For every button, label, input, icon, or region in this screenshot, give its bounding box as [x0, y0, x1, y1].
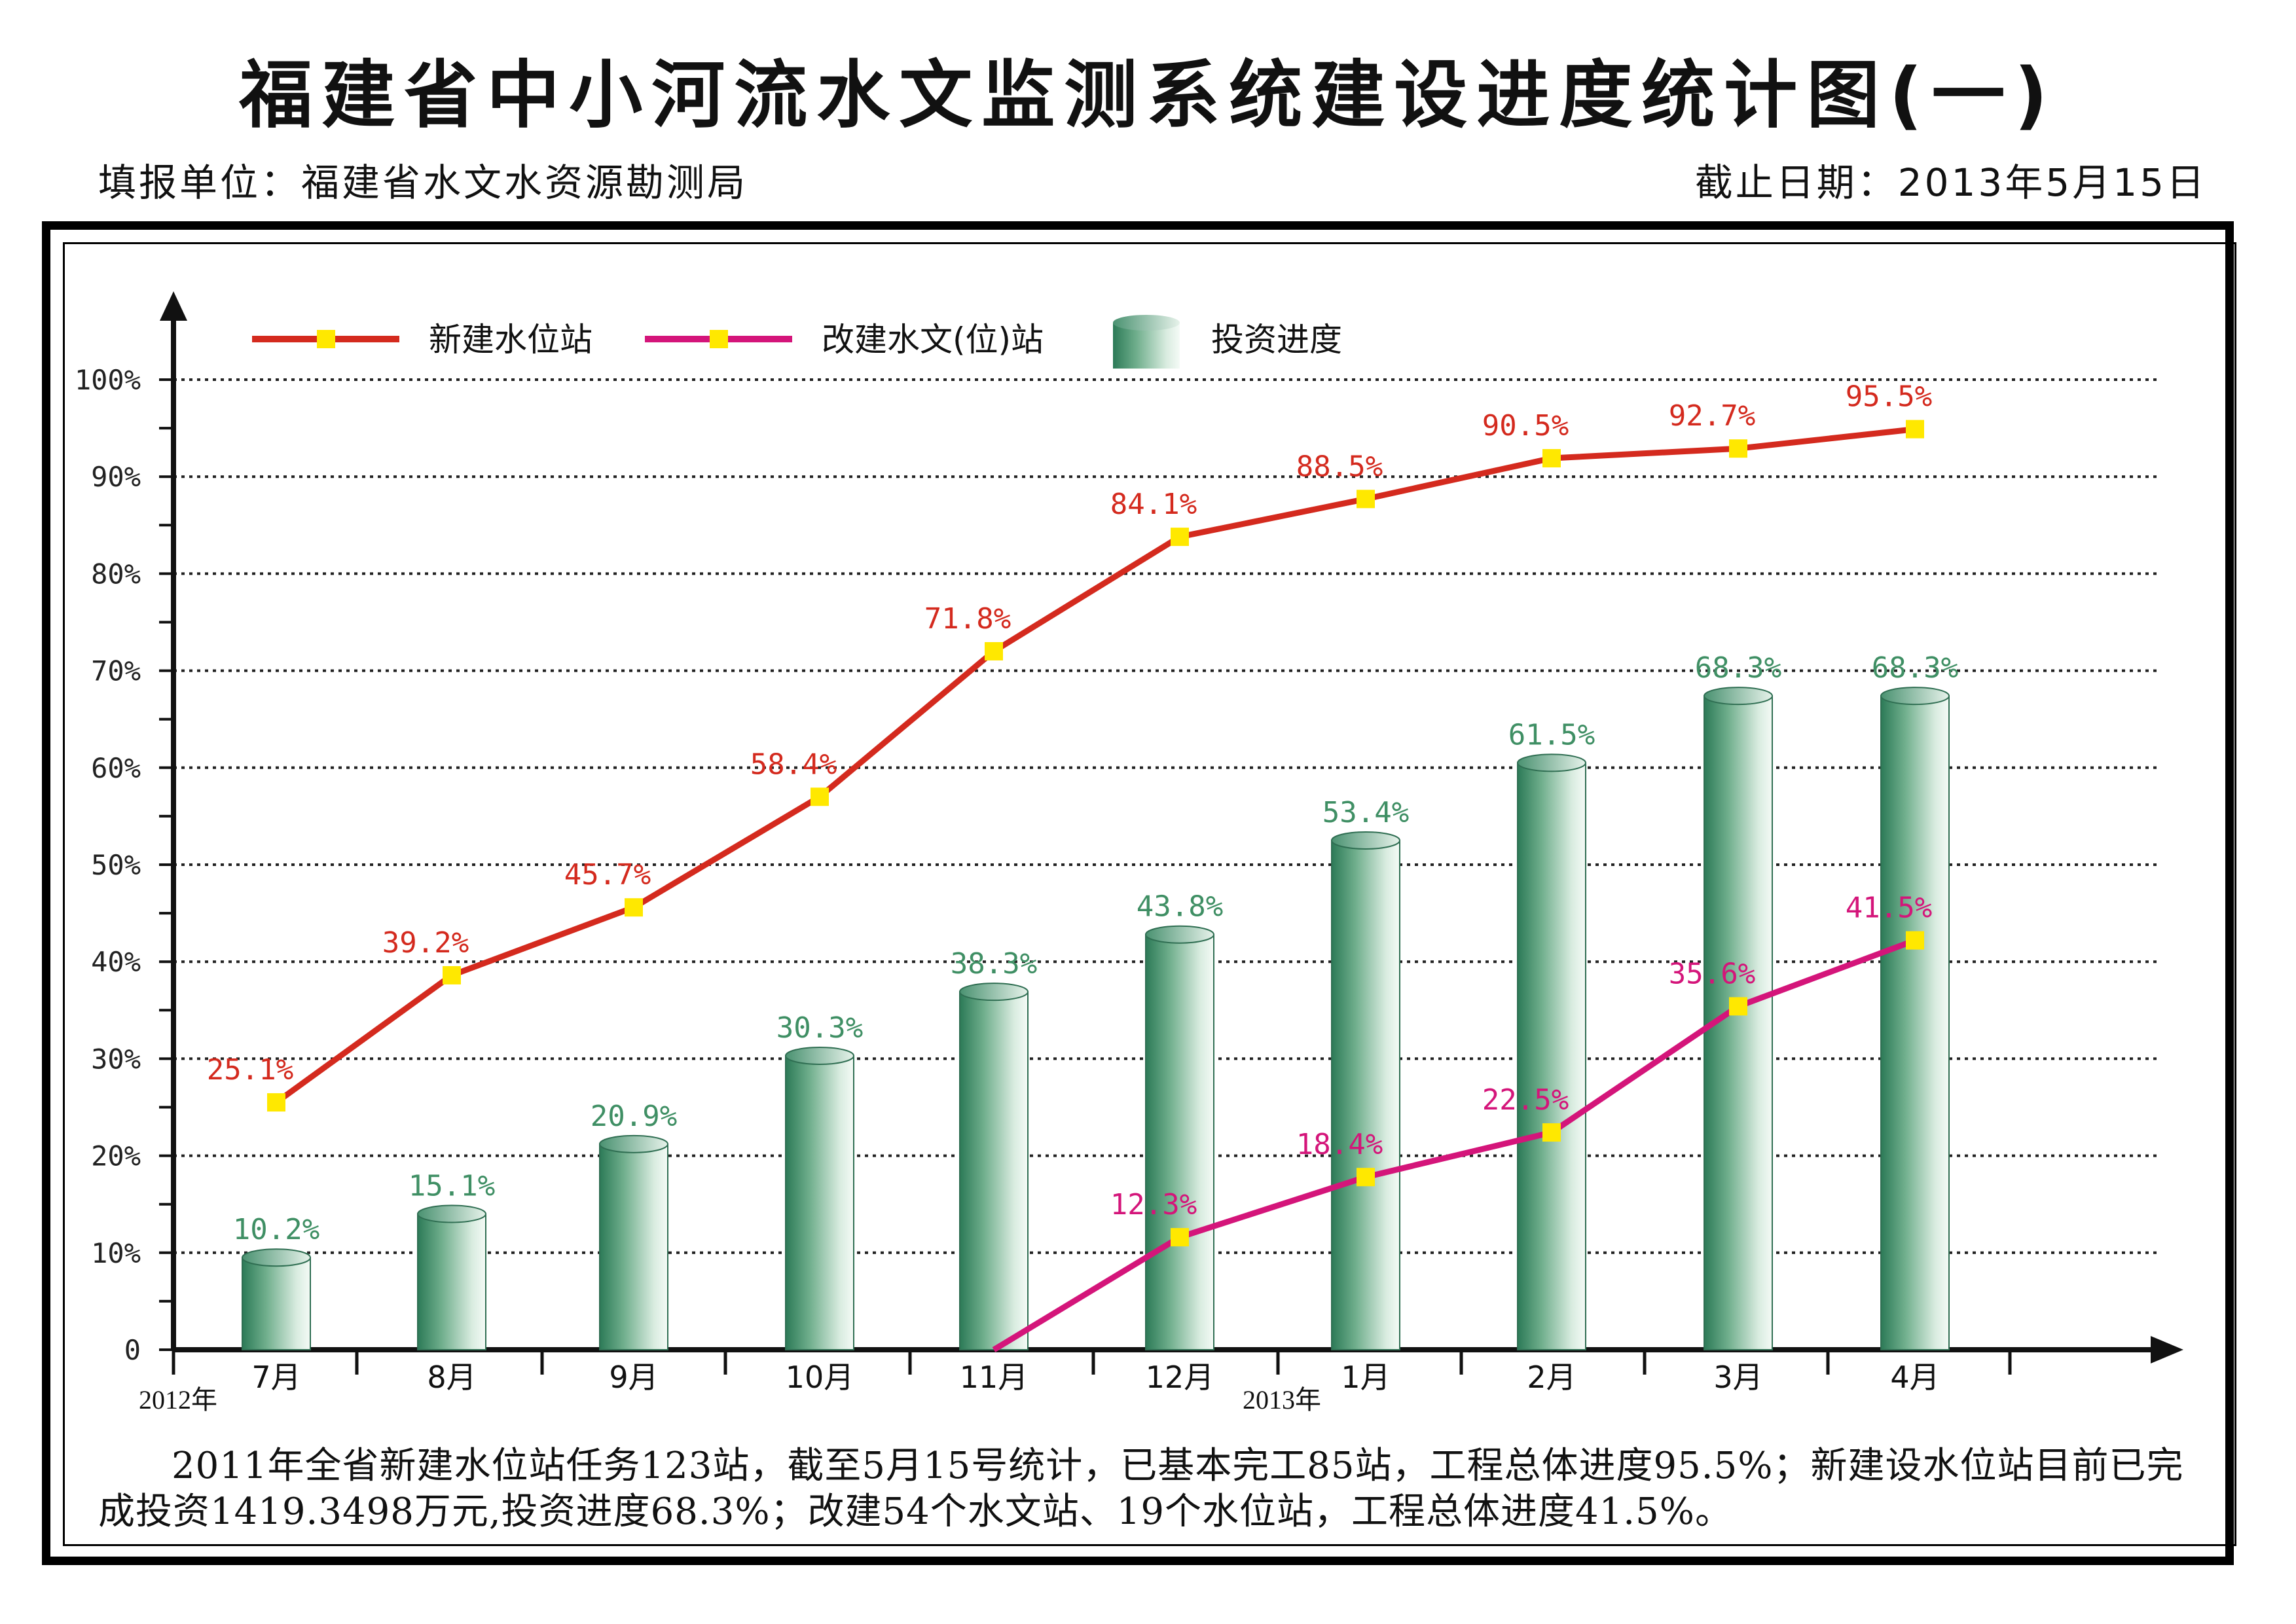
- x-tick-label: 3月: [1713, 1360, 1762, 1395]
- new-station-data-label: 25.1%: [207, 1053, 293, 1087]
- new-station-data-label: 39.2%: [382, 926, 469, 960]
- rebuild-station-marker: [1357, 1168, 1375, 1187]
- rebuild-station-data-label: 35.6%: [1669, 957, 1755, 990]
- new-station-data-label: 88.5%: [1296, 450, 1383, 483]
- legend-new-station-marker: [317, 330, 335, 348]
- outer-frame: [42, 221, 2234, 1565]
- investment-bar: [1880, 695, 1950, 1350]
- rebuild-station-data-label: 22.5%: [1482, 1083, 1569, 1117]
- y-tick-label: 40%: [91, 946, 141, 978]
- summary-note: 2011年全省新建水位站任务123站，截至5月15号统计，已基本完工85站，工程…: [98, 1445, 2184, 1533]
- y-tick-label: 60%: [91, 752, 141, 784]
- x-tick-label: 9月: [609, 1360, 658, 1395]
- new-station-marker: [1542, 449, 1561, 468]
- legend-investment-cap: [1113, 315, 1180, 331]
- investment-bar: [959, 991, 1029, 1350]
- new-station-marker: [811, 787, 829, 806]
- investment-data-label: 68.3%: [1872, 651, 1958, 685]
- y-tick-label: 20%: [91, 1140, 141, 1172]
- y-tick-label: 90%: [91, 461, 141, 493]
- new-station-marker: [1357, 490, 1375, 509]
- investment-bar: [1517, 762, 1586, 1350]
- rebuild-station-line: [992, 937, 1916, 1352]
- investment-data-label: 15.1%: [409, 1170, 495, 1203]
- y-tick-label: 30%: [91, 1043, 141, 1075]
- x-tick-label: 8月: [427, 1360, 476, 1395]
- x-tick-label: 11月: [960, 1360, 1029, 1395]
- y-tick-label: 10%: [91, 1237, 141, 1269]
- new-station-marker: [985, 641, 1003, 660]
- reporting-unit: 填报单位：福建省水文水资源勘测局: [98, 160, 748, 205]
- chart-title: 福建省中小河流水文监测系统建设进度统计图(一): [239, 53, 2057, 138]
- investment-bar-cap: [1880, 687, 1950, 706]
- y-tick-label: 80%: [91, 558, 141, 590]
- new-station-data-label: 71.8%: [924, 602, 1011, 636]
- rebuild-station-data-label: 18.4%: [1296, 1128, 1383, 1161]
- new-station-line: [274, 426, 1916, 1105]
- x-tick-label: 10月: [786, 1360, 854, 1395]
- y-axis-arrow: [160, 291, 187, 321]
- x-tick-label: 1月: [1341, 1360, 1390, 1395]
- investment-bar-cap: [1704, 687, 1773, 706]
- new-station-data-label: 92.7%: [1669, 399, 1755, 433]
- year-label-2013: 2013年: [1243, 1385, 1321, 1415]
- investment-data-label: 43.8%: [1137, 890, 1223, 924]
- year-label-2012: 2012年: [139, 1385, 217, 1415]
- new-station-data-label: 84.1%: [1110, 488, 1197, 521]
- x-tick-label: 12月: [1146, 1360, 1214, 1395]
- investment-data-label: 10.2%: [233, 1213, 319, 1246]
- new-station-marker: [1171, 528, 1189, 547]
- rebuild-station-marker: [1906, 931, 1924, 950]
- x-tick-label: 7月: [251, 1360, 301, 1395]
- deadline-date: 截止日期：2013年5月15日: [1694, 160, 2207, 205]
- new-station-data-label: 90.5%: [1482, 409, 1569, 442]
- investment-data-label: 68.3%: [1695, 651, 1781, 685]
- investment-bar: [417, 1213, 486, 1351]
- new-station-marker: [1906, 420, 1924, 439]
- investment-bar-cap: [242, 1248, 311, 1267]
- investment-data-label: 38.3%: [951, 947, 1037, 981]
- inner-frame: [63, 242, 2236, 1546]
- investment-data-label: 53.4%: [1322, 796, 1409, 829]
- rebuild-station-data-label: 41.5%: [1846, 892, 1932, 925]
- new-station-data-label: 95.5%: [1846, 380, 1932, 414]
- investment-bar: [1331, 839, 1400, 1350]
- rebuild-station-data-label: 12.3%: [1110, 1188, 1197, 1221]
- investment-bar-cap: [1145, 925, 1214, 944]
- legend-new-station-label: 新建水位站: [429, 321, 592, 359]
- investment-bar-cap: [417, 1204, 486, 1223]
- investment-bar: [785, 1055, 854, 1350]
- new-station-data-label: 58.4%: [750, 748, 837, 781]
- investment-bar-cap: [959, 983, 1029, 1001]
- investment-data-label: 20.9%: [591, 1100, 677, 1133]
- new-station-marker: [267, 1093, 285, 1112]
- legend-rebuild-station-label: 改建水文(位)站: [822, 321, 1044, 359]
- new-station-data-label: 45.7%: [564, 858, 651, 892]
- x-tick-label: 4月: [1890, 1360, 1939, 1395]
- investment-bar: [599, 1143, 668, 1351]
- y-tick-label: 0: [124, 1334, 141, 1366]
- y-tick-label: 70%: [91, 655, 141, 687]
- investment-bar: [242, 1257, 311, 1350]
- legend-investment-label: 投资进度: [1211, 321, 1342, 359]
- investment-bar-cap: [1331, 831, 1400, 850]
- y-tick-label: 100%: [75, 364, 141, 396]
- rebuild-station-marker: [1171, 1228, 1189, 1247]
- legend-rebuild-station-marker: [710, 330, 728, 348]
- rebuild-station-marker: [1729, 997, 1747, 1016]
- x-tick-label: 2月: [1527, 1360, 1576, 1395]
- new-station-marker: [625, 898, 643, 917]
- investment-bar-cap: [599, 1134, 668, 1153]
- investment-data-label: 30.3%: [776, 1011, 863, 1045]
- new-station-marker: [443, 965, 461, 984]
- investment-bar-cap: [785, 1046, 854, 1065]
- y-tick-label: 50%: [91, 849, 141, 881]
- rebuild-station-marker: [1542, 1123, 1561, 1142]
- investment-bar: [1145, 933, 1214, 1350]
- x-axis-arrow: [2151, 1336, 2183, 1363]
- new-station-marker: [1729, 439, 1747, 458]
- investment-bar-cap: [1517, 753, 1586, 772]
- investment-data-label: 61.5%: [1508, 718, 1595, 751]
